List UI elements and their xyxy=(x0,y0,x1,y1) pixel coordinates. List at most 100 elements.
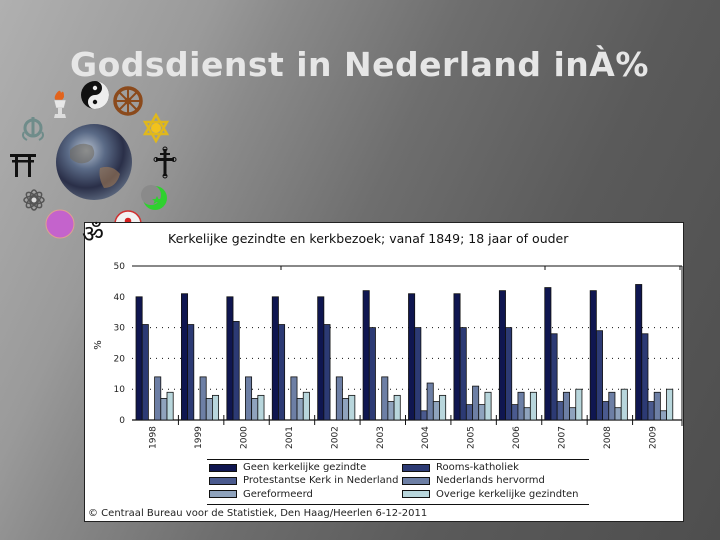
bar xyxy=(517,391,525,421)
legend-swatch xyxy=(209,490,237,499)
bar xyxy=(589,290,597,421)
x-tick-label: 1998 xyxy=(149,426,159,449)
bar xyxy=(387,401,395,421)
bar xyxy=(484,391,492,421)
bar xyxy=(199,376,207,421)
x-tick-label: 2005 xyxy=(467,426,477,449)
y-axis-label: % xyxy=(93,340,104,350)
legend-label: Rooms-katholiek xyxy=(436,462,519,473)
bar xyxy=(614,407,622,421)
legend-item: Protestantse Kerk in Nederland xyxy=(209,475,402,486)
bar xyxy=(335,376,343,421)
bar xyxy=(226,296,234,421)
bar xyxy=(187,324,195,421)
x-tick-label: 2004 xyxy=(421,426,431,449)
x-tick-label: 2001 xyxy=(285,426,295,449)
bar xyxy=(453,293,461,421)
bar xyxy=(393,394,401,421)
dharma-wheel-icon xyxy=(113,86,143,116)
purple-circle-icon xyxy=(45,209,75,239)
slide-title: Godsdienst in Nederland inÀ% xyxy=(70,45,649,84)
y-tick-label: 20 xyxy=(114,354,126,364)
y-tick-label: 10 xyxy=(114,385,126,395)
bar xyxy=(166,391,174,421)
legend-label: Gereformeerd xyxy=(243,488,313,500)
bar xyxy=(647,401,655,421)
bar xyxy=(317,296,325,421)
bar xyxy=(135,296,143,421)
legend-swatch xyxy=(402,463,430,472)
bar xyxy=(432,401,440,421)
chart-title: Kerkelijke gezindte en kerkbezoek; vanaf… xyxy=(168,231,569,246)
x-tick-label: 2007 xyxy=(557,426,567,449)
bar xyxy=(271,296,279,421)
bar xyxy=(342,398,350,421)
bar xyxy=(666,388,674,421)
om-icon: ॐ xyxy=(82,220,104,248)
bar xyxy=(381,376,389,421)
bar xyxy=(459,327,467,421)
chart-container: Kerkelijke gezindte en kerkbezoek; vanaf… xyxy=(84,222,684,522)
legend-label: Geen kerkelijke gezindte xyxy=(243,462,367,473)
bar xyxy=(302,391,310,421)
bar xyxy=(465,404,473,421)
bar xyxy=(160,398,168,421)
bar xyxy=(348,394,356,421)
star-of-david-icon xyxy=(142,112,170,144)
legend-label: Overige kerkelijke gezindten xyxy=(436,488,579,500)
bar xyxy=(653,391,661,421)
bar xyxy=(505,327,513,421)
flame-chalice-icon xyxy=(53,90,67,118)
chart-legend: Geen kerkelijke gezindte Rooms-katholiek P… xyxy=(207,459,589,505)
y-tick-label: 30 xyxy=(114,324,126,334)
bar xyxy=(498,290,506,421)
bar xyxy=(414,327,422,421)
bar xyxy=(472,385,480,421)
x-tick-label: 2002 xyxy=(330,426,340,449)
bar xyxy=(641,333,649,421)
bar xyxy=(141,324,149,421)
bar xyxy=(608,391,616,421)
bar xyxy=(550,333,558,421)
legend-swatch xyxy=(402,476,430,485)
lotus-icon xyxy=(23,189,45,211)
bar xyxy=(478,404,486,421)
source-note: © Centraal Bureau voor de Statistiek, De… xyxy=(88,508,428,519)
legend-item: Geen kerkelijke gezindte xyxy=(209,462,402,473)
bar xyxy=(659,410,667,421)
y-tick-label: 40 xyxy=(114,293,126,303)
legend-item: Nederlands hervormd xyxy=(402,475,582,486)
legend-item: Overige kerkelijke gezindten xyxy=(402,489,582,500)
bar xyxy=(257,394,265,421)
bar xyxy=(602,401,610,421)
earth-globe-icon xyxy=(56,124,132,200)
bar xyxy=(426,382,434,421)
bar xyxy=(511,404,519,421)
legend-swatch xyxy=(209,463,237,472)
bar xyxy=(232,321,240,421)
bar xyxy=(408,293,416,421)
bar xyxy=(323,324,331,421)
bar xyxy=(569,407,577,421)
bar xyxy=(245,376,253,421)
bar xyxy=(362,290,370,421)
bar xyxy=(181,293,189,421)
bar xyxy=(544,287,552,421)
legend-item: Gereformeerd xyxy=(209,489,402,500)
legend-label: Protestantse Kerk in Nederland xyxy=(243,475,399,487)
x-tick-label: 2000 xyxy=(240,426,250,449)
y-tick-label: 50 xyxy=(114,262,126,272)
bar xyxy=(620,388,628,421)
crescent-star-icon xyxy=(141,185,167,210)
x-tick-label: 2008 xyxy=(603,426,613,449)
legend-swatch xyxy=(209,476,237,485)
bar xyxy=(562,391,570,421)
khanda-icon xyxy=(22,117,44,141)
bar xyxy=(278,324,286,421)
bar xyxy=(439,394,447,421)
orthodox-cross-icon xyxy=(153,146,177,179)
x-tick-label: 2009 xyxy=(648,426,658,449)
bar xyxy=(251,398,259,421)
bar xyxy=(556,401,564,421)
bar xyxy=(154,376,162,421)
